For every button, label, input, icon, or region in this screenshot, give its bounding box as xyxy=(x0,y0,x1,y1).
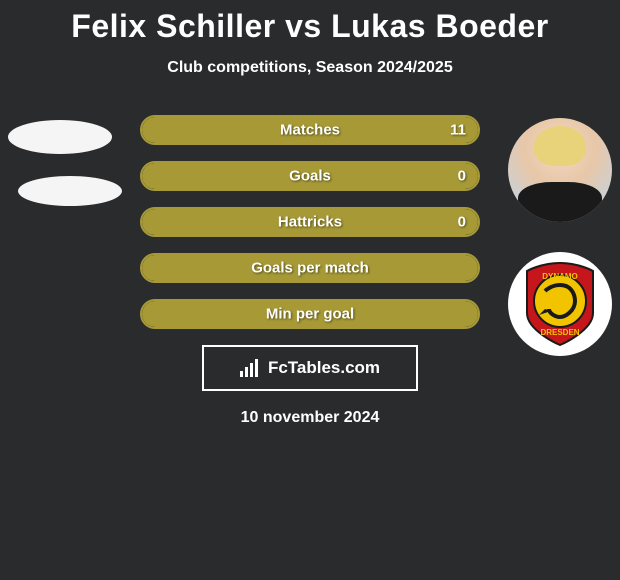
watermark-label: FcTables.com xyxy=(268,358,380,378)
stat-bar: Min per goal xyxy=(140,299,480,329)
stat-label: Min per goal xyxy=(142,306,478,323)
stat-bar: Goals0 xyxy=(140,161,480,191)
stat-value-right: 11 xyxy=(450,122,466,139)
stat-bar: Matches11 xyxy=(140,115,480,145)
stat-label: Matches xyxy=(142,122,478,139)
bars-icon xyxy=(240,359,262,377)
stat-bars: Matches11Goals0Hattricks0Goals per match… xyxy=(140,115,480,329)
stat-label: Hattricks xyxy=(142,214,478,231)
subtitle: Club competitions, Season 2024/2025 xyxy=(0,59,620,77)
stats-area: Matches11Goals0Hattricks0Goals per match… xyxy=(0,115,620,427)
stat-bar: Hattricks0 xyxy=(140,207,480,237)
stat-value-right: 0 xyxy=(458,214,466,231)
page-title: Felix Schiller vs Lukas Boeder xyxy=(0,0,620,45)
stat-value-right: 0 xyxy=(458,168,466,185)
stat-bar: Goals per match xyxy=(140,253,480,283)
stat-label: Goals per match xyxy=(142,260,478,277)
watermark: FcTables.com xyxy=(202,345,418,391)
date-label: 10 november 2024 xyxy=(0,409,620,427)
stat-label: Goals xyxy=(142,168,478,185)
